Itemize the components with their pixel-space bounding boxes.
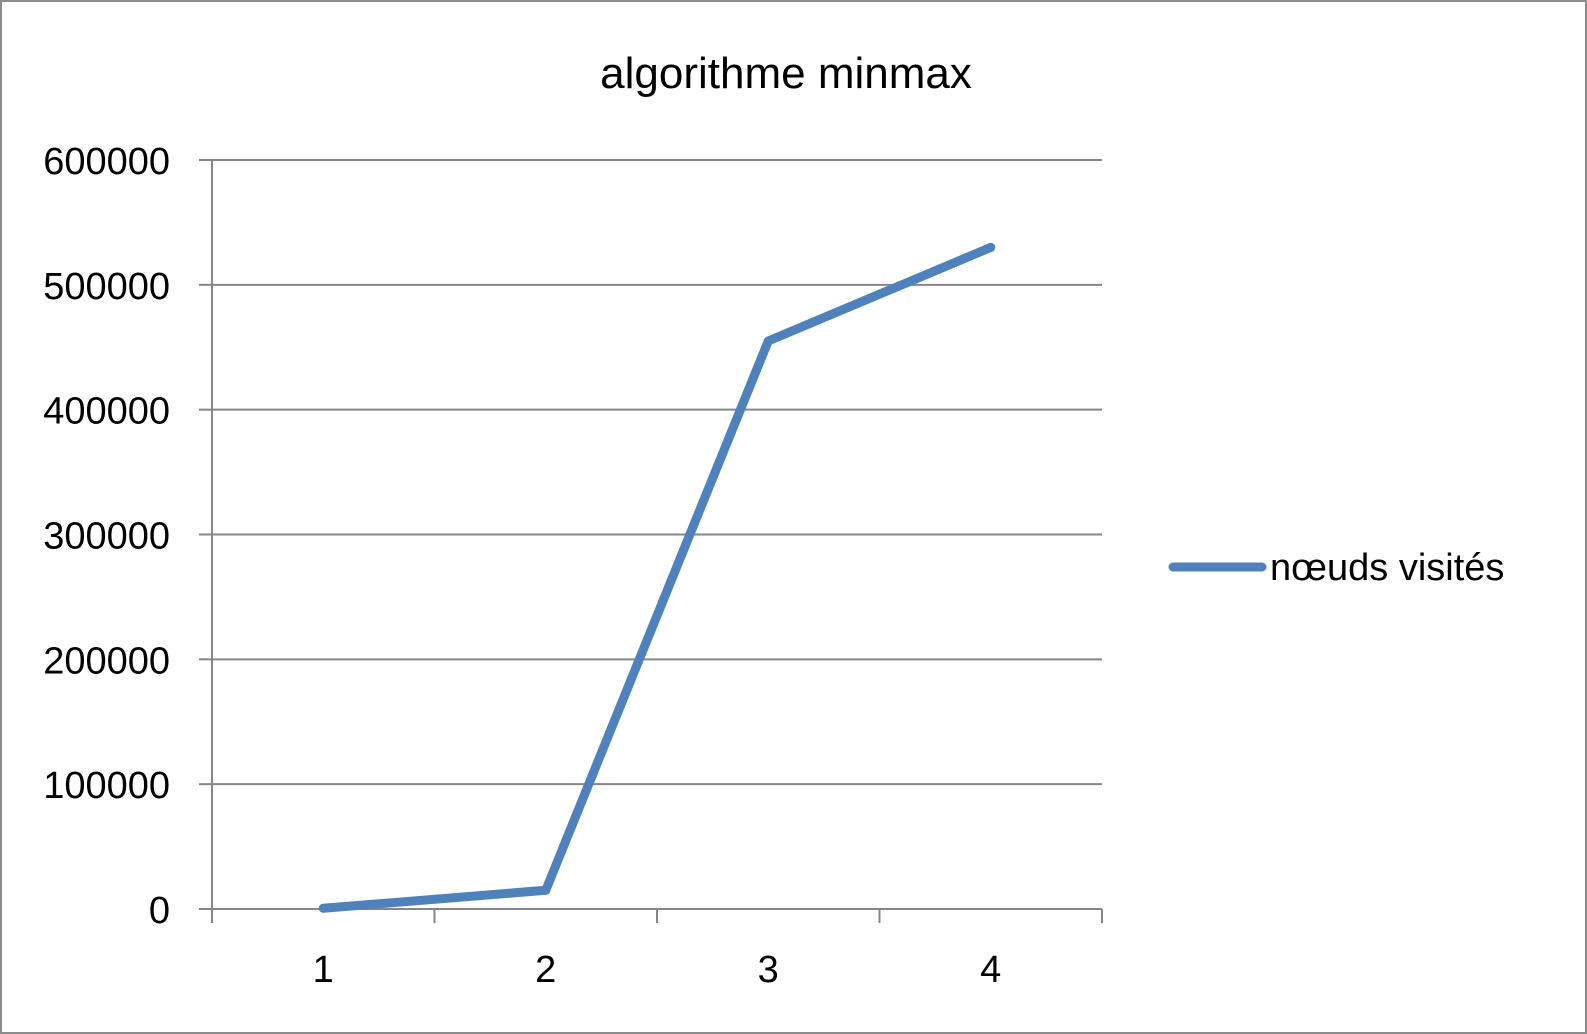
axes xyxy=(199,159,1103,923)
y-tick-label: 300000 xyxy=(43,516,170,558)
y-tick-label: 100000 xyxy=(43,765,170,807)
y-tick-label: 0 xyxy=(149,890,170,932)
x-tick-label: 1 xyxy=(313,949,334,991)
gridlines xyxy=(212,159,1102,786)
x-tick-label: 3 xyxy=(758,949,779,991)
x-tick-labels: 1 2 3 4 xyxy=(313,949,1002,991)
x-tick-label: 2 xyxy=(535,949,556,991)
legend-label: nœuds visités xyxy=(1270,547,1504,589)
series-lines xyxy=(318,242,996,913)
y-tick-label: 600000 xyxy=(43,141,170,183)
data-point xyxy=(318,903,328,913)
y-tick-label: 400000 xyxy=(43,391,170,433)
series-line xyxy=(318,242,996,913)
legend: nœuds visités xyxy=(1168,547,1504,589)
y-tick-label: 500000 xyxy=(43,266,170,308)
y-tick-labels: 0 100000 200000 300000 400000 500000 600000 xyxy=(43,141,170,932)
chart-title: algorithme minmax xyxy=(600,49,972,98)
x-tick-label: 4 xyxy=(980,949,1001,991)
data-point xyxy=(986,242,996,252)
data-point xyxy=(763,336,773,346)
data-point xyxy=(541,885,551,895)
y-tick-label: 200000 xyxy=(43,640,170,682)
